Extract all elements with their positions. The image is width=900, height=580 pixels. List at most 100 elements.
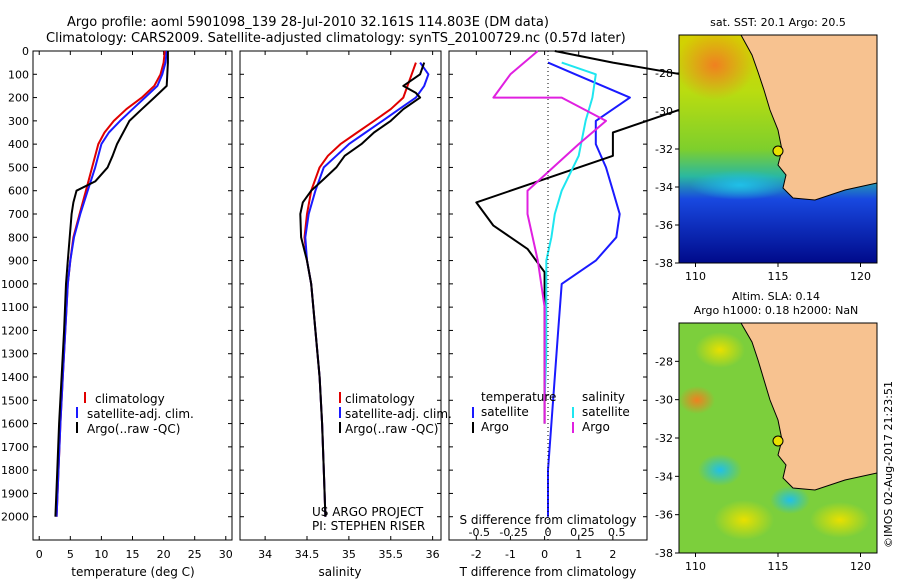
map-x-tick-label: 110 bbox=[685, 560, 706, 573]
sla-patch-4 bbox=[698, 454, 742, 486]
header-line-1: Argo profile: aoml 5901098_139 28-Jul-20… bbox=[67, 15, 549, 30]
x-tick-label: 25 bbox=[188, 548, 202, 561]
legend-label-climatology: climatology bbox=[95, 392, 165, 406]
map-x-tick-label: 110 bbox=[685, 270, 706, 283]
legend-label-argo: Argo(..raw -QC) bbox=[345, 422, 438, 436]
sla-patch-6 bbox=[810, 502, 870, 538]
sst-argo-marker bbox=[772, 145, 784, 157]
legend-title-salinity: salinity bbox=[582, 390, 625, 404]
x-tick-label: 10 bbox=[94, 548, 108, 561]
series-line-climatology bbox=[55, 50, 166, 517]
y-tick-label: 1700 bbox=[1, 441, 29, 454]
x2-tick-label: -0.5 bbox=[469, 526, 490, 539]
series-line-argo-raw-qc bbox=[54, 51, 169, 517]
x-tick-label: 2 bbox=[609, 548, 616, 561]
y-tick-label: 1400 bbox=[1, 371, 29, 384]
y-tick-label: 1900 bbox=[1, 487, 29, 500]
y-tick-label: 2000 bbox=[1, 511, 29, 524]
map-y-tick-label: -36 bbox=[655, 509, 673, 522]
x-tick-label: 15 bbox=[126, 548, 140, 561]
series-line-satellite-salinity bbox=[543, 61, 597, 401]
sst-map bbox=[679, 35, 877, 263]
map-y-tick-label: -34 bbox=[655, 181, 673, 194]
salinity-legend: climatology satellite-adj. clim. Argo(..… bbox=[339, 392, 452, 436]
sst-blue-patch bbox=[690, 170, 790, 200]
y-tick-label: 1000 bbox=[1, 278, 29, 291]
map-y-tick-label: -32 bbox=[655, 432, 673, 445]
y-tick-label: 300 bbox=[8, 115, 29, 128]
x-tick-label: 1 bbox=[575, 548, 582, 561]
x-tick-label: 5 bbox=[67, 548, 74, 561]
sla-land bbox=[740, 323, 877, 491]
y-tick-label: 700 bbox=[8, 208, 29, 221]
series-line-argo-salinity bbox=[492, 50, 607, 424]
difference-legend: temperature salinity satellite Argo sate… bbox=[472, 390, 630, 434]
y-tick-label: 1500 bbox=[1, 394, 29, 407]
map-y-tick-label: -28 bbox=[655, 67, 673, 80]
sst-map-title: sat. SST: 20.1 Argo: 20.5 bbox=[710, 16, 846, 29]
x-tick-label: -1 bbox=[505, 548, 516, 561]
map-y-tick-label: -30 bbox=[655, 394, 673, 407]
y-tick-label: 1200 bbox=[1, 324, 29, 337]
legend-label-temp-argo: Argo bbox=[481, 420, 509, 434]
legend-label-sal-satellite: satellite bbox=[582, 405, 630, 419]
map-x-tick-label: 120 bbox=[850, 560, 871, 573]
sst-land bbox=[740, 35, 877, 201]
map-x-tick-label: 115 bbox=[768, 270, 789, 283]
map-y-tick-label: -28 bbox=[655, 355, 673, 368]
legend-label-argo: Argo(..raw -QC) bbox=[87, 422, 180, 436]
legend-label-climatology: climatology bbox=[345, 392, 415, 406]
y-tick-label: 1800 bbox=[1, 464, 29, 477]
temperature-xlabel: temperature (deg C) bbox=[71, 565, 194, 579]
x-tick-label: 0 bbox=[36, 548, 43, 561]
x2-tick-label: 0.5 bbox=[608, 526, 626, 539]
map-y-tick-label: -30 bbox=[655, 105, 673, 118]
legend-label-temp-satellite: satellite bbox=[481, 405, 529, 419]
sla-map bbox=[679, 323, 877, 553]
sla-patch-5 bbox=[770, 486, 810, 514]
imos-credit: ©IMOS 02-Aug-2017 21:23:51 bbox=[882, 381, 895, 548]
temperature-plot: 0100200300400500600700800900100011001200… bbox=[1, 45, 233, 561]
project-annotation-2: PI: STEPHEN RISER bbox=[312, 519, 425, 533]
x-tick-label: 34 bbox=[258, 548, 272, 561]
map-y-tick-label: -38 bbox=[655, 257, 673, 270]
series-line-climatology bbox=[303, 62, 417, 517]
map-x-tick-label: 115 bbox=[768, 560, 789, 573]
sla-map-title: Altim. SLA: 0.14 bbox=[732, 290, 820, 303]
x-tick-label: 30 bbox=[219, 548, 233, 561]
x2-tick-label: 0.25 bbox=[570, 526, 595, 539]
legend-label-satellite: satellite-adj. clim. bbox=[87, 407, 194, 421]
difference-x2label: S difference from climatology bbox=[460, 513, 637, 527]
salinity-panel bbox=[239, 50, 442, 541]
x2-tick-label: 0 bbox=[545, 526, 552, 539]
sla-patch-2 bbox=[695, 332, 745, 368]
map-y-tick-label: -32 bbox=[655, 143, 673, 156]
y-tick-label: 1600 bbox=[1, 418, 29, 431]
x-tick-label: -2 bbox=[471, 548, 482, 561]
sla-map-subtitle: Argo h1000: 0.18 h2000: NaN bbox=[694, 304, 859, 317]
salinity-plot: 34 34.5 35 35.5 36 bbox=[240, 50, 441, 561]
sst-warm-patch bbox=[679, 35, 755, 100]
difference-xlabel: T difference from climatology bbox=[459, 565, 637, 579]
legend-title-temperature: temperature bbox=[481, 390, 556, 404]
sst-map-axes: 110 115 120 -28 -30 -32 -34 -36 -38 bbox=[655, 67, 871, 283]
legend-label-satellite: satellite-adj. clim. bbox=[345, 407, 452, 421]
sla-map-axes: 110 115 120 -28 -30 -32 -34 -36 -38 bbox=[655, 355, 871, 573]
x2-tick-label: -0.25 bbox=[499, 526, 527, 539]
y-tick-label: 900 bbox=[8, 255, 29, 268]
y-tick-label: 600 bbox=[8, 185, 29, 198]
x-tick-label: 34.5 bbox=[295, 548, 320, 561]
y-tick-label: 0 bbox=[22, 45, 29, 58]
map-y-tick-label: -38 bbox=[655, 547, 673, 560]
sla-patch-1 bbox=[679, 386, 715, 414]
x-tick-label: 35 bbox=[342, 548, 356, 561]
series-line-satellite-adj-clim bbox=[55, 50, 168, 517]
temperature-legend: climatology satellite-adj. clim. Argo(..… bbox=[76, 392, 194, 436]
series-line-argo-raw-qc bbox=[299, 62, 426, 517]
salinity-xlabel: salinity bbox=[318, 565, 361, 579]
map-x-tick-label: 120 bbox=[850, 270, 871, 283]
x-tick-label: 20 bbox=[157, 548, 171, 561]
y-tick-label: 500 bbox=[8, 161, 29, 174]
x-tick-label: 0 bbox=[541, 548, 548, 561]
